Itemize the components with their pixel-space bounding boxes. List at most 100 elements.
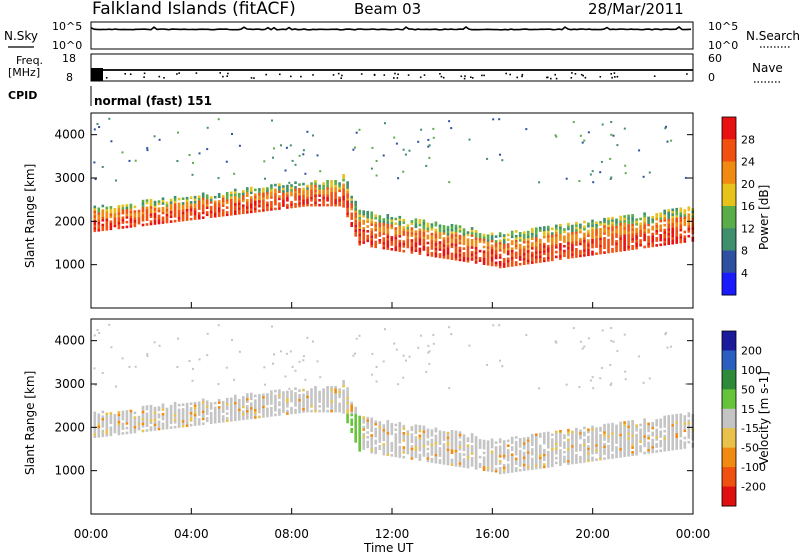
velocity-cell	[486, 457, 490, 460]
power-cell	[611, 235, 614, 239]
velocity-cell	[631, 434, 634, 437]
power-cell	[619, 225, 622, 228]
power-cell	[177, 216, 181, 220]
velocity-cell	[543, 448, 546, 452]
velocity-cell	[675, 440, 678, 443]
power-cell	[221, 211, 225, 215]
velocity-cell	[583, 345, 586, 348]
power-cell	[583, 225, 586, 229]
velocity-cell	[571, 433, 574, 436]
power-cell	[274, 207, 277, 211]
velocity-cell	[238, 408, 241, 412]
velocity-cell	[551, 443, 554, 446]
velocity-cell	[458, 433, 462, 437]
power-cell	[370, 218, 373, 222]
power-cell	[506, 259, 510, 263]
velocity-cell	[213, 411, 217, 414]
power-cell	[310, 187, 313, 190]
velocity-cell	[246, 417, 249, 420]
power-cell	[647, 230, 650, 234]
power-cell	[246, 199, 249, 202]
nave-dots	[105, 72, 688, 80]
power-cell	[197, 204, 201, 208]
power-cell	[458, 237, 462, 240]
power-cell	[189, 205, 193, 209]
velocity-cell	[334, 386, 337, 389]
power-cell	[370, 233, 373, 236]
velocity-cell	[623, 454, 626, 458]
power-cell	[572, 121, 575, 124]
power-cell	[490, 261, 494, 264]
velocity-cell	[667, 417, 670, 420]
power-cell	[386, 233, 390, 236]
velocity-cell	[230, 397, 233, 401]
velocity-cell	[671, 440, 674, 444]
velocity-cell	[358, 418, 361, 421]
power-cell	[490, 244, 494, 248]
power-cell	[197, 195, 201, 198]
velocity-cell	[294, 408, 297, 412]
velocity-cell	[591, 447, 594, 450]
velocity-cell	[314, 402, 317, 406]
power-cell	[671, 222, 674, 226]
power-cell	[655, 236, 658, 240]
velocity-cell	[563, 443, 566, 447]
power-cell	[338, 201, 341, 204]
velocity-cell	[675, 418, 678, 422]
power-cell	[145, 199, 149, 202]
velocity-cell	[342, 406, 345, 409]
power-cell	[683, 237, 687, 241]
power-cell	[358, 243, 361, 246]
velocity-cell	[518, 445, 522, 448]
power-cell	[655, 227, 658, 230]
power-cell	[567, 249, 570, 252]
power-cell	[422, 224, 426, 227]
power-cell	[354, 203, 357, 206]
colorbar-swatch	[722, 369, 736, 390]
power-cell	[221, 194, 225, 198]
power-cell	[129, 203, 133, 207]
power-cell	[506, 243, 510, 246]
power-cell	[302, 201, 305, 205]
power-cell	[258, 195, 261, 198]
power-cell	[149, 215, 153, 219]
power-cell	[587, 239, 590, 242]
power-cell	[547, 240, 550, 243]
velocity-cell	[125, 419, 129, 423]
velocity-cell	[539, 451, 542, 455]
velocity-cell	[334, 395, 337, 399]
power-cell	[306, 196, 309, 200]
power-cell	[177, 207, 181, 210]
velocity-cell	[410, 428, 414, 432]
velocity-cell	[358, 420, 361, 423]
power-cell	[165, 216, 169, 219]
velocity-cell	[362, 437, 365, 441]
velocity-cell	[350, 401, 353, 405]
power-cell	[378, 224, 382, 228]
power-cell	[567, 246, 570, 250]
velocity-cell	[494, 467, 498, 471]
velocity-cell	[177, 425, 181, 428]
power-cell	[97, 209, 101, 213]
velocity-cell	[386, 448, 390, 452]
power-cell	[382, 227, 386, 231]
power-cell	[346, 181, 349, 184]
velocity-cell	[398, 436, 402, 439]
power-cell	[647, 235, 650, 239]
velocity-cell	[165, 426, 169, 430]
power-cell	[262, 204, 265, 207]
power-cell	[322, 187, 325, 190]
velocity-cell	[679, 418, 683, 421]
velocity-cell	[434, 429, 438, 433]
power-cell	[474, 249, 478, 252]
power-cell	[398, 220, 402, 224]
power-cell	[514, 239, 518, 243]
velocity-cell	[146, 353, 149, 356]
velocity-cell	[358, 434, 361, 438]
velocity-cell	[94, 384, 97, 387]
power-cell	[173, 205, 177, 209]
power-cell	[289, 144, 292, 147]
freq-right-tick-bottom: 0	[708, 71, 715, 84]
velocity-cell	[386, 446, 390, 449]
power-cell	[426, 248, 430, 252]
